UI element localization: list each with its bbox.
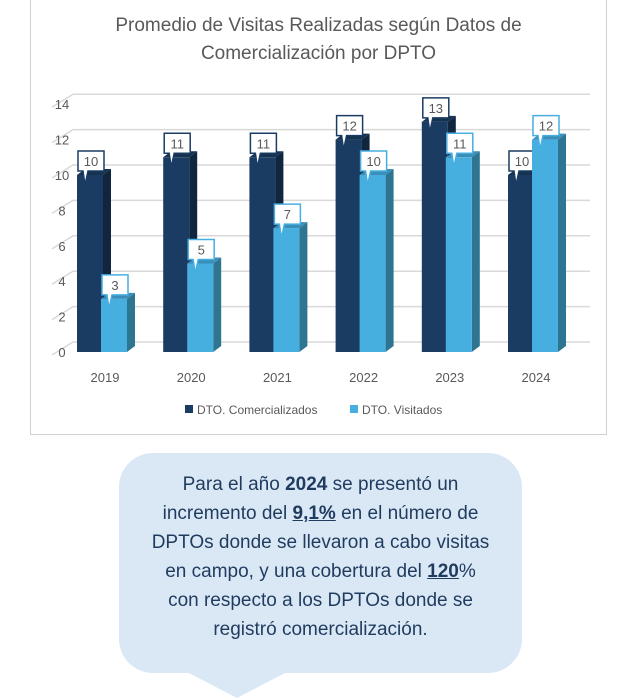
- data-label: 11: [453, 136, 467, 151]
- callout-segment: en campo, y una cobertura del: [165, 561, 428, 582]
- y-tick-label: 4: [58, 274, 65, 289]
- callout-segment: con respecto a los DPTOs donde se: [168, 590, 473, 611]
- bar-side: [558, 133, 566, 352]
- callout-line: DPTOs donde se llevaron a cabo visitas: [130, 528, 511, 557]
- callout-segment: en el número de: [335, 503, 479, 524]
- x-tick-label: 2024: [522, 370, 551, 385]
- data-label: 7: [284, 207, 291, 222]
- callout-line: incremento del 9,1% en el número de: [130, 499, 511, 528]
- data-label-box: [101, 274, 129, 310]
- y-tick-label: 8: [58, 203, 65, 218]
- callout-highlight: 9,1%: [292, 503, 336, 524]
- callout-line: en campo, y una cobertura del 120%: [130, 557, 511, 586]
- data-label-box: [187, 238, 215, 274]
- x-tick-label: 2021: [263, 370, 292, 385]
- data-label-box: [249, 132, 278, 168]
- bar-side: [471, 151, 480, 352]
- bar-comercializados-2021: [249, 157, 276, 352]
- gridline: [51, 270, 590, 285]
- gridline: [51, 235, 590, 250]
- bar-visitados-2022: [359, 175, 386, 352]
- bar-visitados-2020: [187, 263, 214, 352]
- callout-text: Para el año 2024 se presentó un increment…: [130, 470, 511, 644]
- callout-segment: Para el año: [182, 474, 286, 495]
- x-tick-label: 2023: [435, 370, 464, 385]
- callout-tail: [187, 672, 287, 698]
- data-label: 11: [170, 136, 184, 151]
- y-tick-label: 12: [55, 133, 69, 148]
- data-label: 5: [198, 243, 205, 258]
- x-tick-label: 2019: [91, 370, 120, 385]
- y-tick-label: 10: [55, 168, 69, 183]
- x-tick-label: 2020: [177, 370, 206, 385]
- bar-comercializados-2020: [163, 157, 190, 352]
- gridline: [51, 341, 590, 356]
- data-label: 10: [366, 154, 380, 169]
- legend-label: DTO. Visitados: [362, 403, 442, 417]
- callout-segment: incremento del: [162, 503, 293, 524]
- callout-segment: registró comercialización.: [213, 619, 428, 640]
- gridline: [51, 305, 590, 321]
- gridline: [51, 199, 590, 215]
- callout-segment: se presentó un: [327, 474, 459, 495]
- callout-segment: %: [458, 561, 476, 582]
- data-label-box: [77, 150, 105, 186]
- bar-comercializados-2022: [335, 139, 362, 352]
- legend-label: DTO. Comercializados: [197, 403, 317, 417]
- bar-chart: 0 2 4 6 8 10 12 14 2019 2020 2021 2022 2023 2024 10 11 1…: [51, 93, 590, 417]
- data-label-box: [335, 114, 364, 150]
- callout-line: con respecto a los DPTOs donde se: [130, 586, 511, 615]
- data-label-box: [532, 114, 560, 150]
- callout-highlight: 2024: [285, 474, 328, 495]
- bar-side: [127, 292, 135, 352]
- y-tick-label: 2: [58, 310, 65, 325]
- data-label: 10: [84, 154, 98, 169]
- callout-bubble: [119, 453, 522, 673]
- y-tick-label: 0: [58, 345, 65, 360]
- data-label: 3: [111, 278, 118, 293]
- gridline: [51, 93, 590, 108]
- bar-side: [299, 222, 308, 352]
- bar-visitados-2024: [532, 139, 558, 352]
- bar-visitados-2023: [445, 157, 472, 352]
- data-label-box: [422, 97, 450, 133]
- callout-line: registró comercialización.: [130, 615, 511, 644]
- chart-title-line-2: Comercialización por DPTO: [200, 43, 437, 64]
- bar-visitados-2021: [273, 228, 300, 352]
- x-tick-label: 2022: [349, 370, 378, 385]
- callout-segment: DPTOs donde se llevaron a cabo visitas: [151, 532, 490, 553]
- bar-comercializados-2019: [77, 175, 103, 352]
- data-label-box: [163, 132, 191, 168]
- bar-comercializados-2024: [508, 175, 534, 352]
- chart-title-line-1: Promedio de Visitas Realizadas según Dat…: [115, 15, 522, 36]
- data-label-box: [359, 150, 388, 186]
- gridline: [51, 164, 590, 179]
- data-label: 12: [539, 119, 553, 134]
- bar-visitados-2019: [101, 298, 127, 352]
- gridline: [51, 128, 590, 144]
- legend-swatch: [185, 405, 193, 413]
- data-label-box: [273, 203, 302, 239]
- data-label: 10: [515, 154, 529, 169]
- data-label: 13: [429, 101, 443, 116]
- data-label: 11: [257, 136, 271, 151]
- y-tick-label: 14: [55, 97, 69, 112]
- data-label: 12: [342, 119, 356, 134]
- bar-side: [213, 257, 222, 352]
- legend-swatch: [350, 405, 358, 413]
- bar-side: [385, 169, 394, 352]
- chart-frame: [30, 0, 607, 435]
- data-label-box: [446, 132, 474, 168]
- callout-line: Para el año 2024 se presentó un: [130, 470, 511, 499]
- y-tick-label: 6: [58, 239, 65, 254]
- callout-highlight: 120: [427, 561, 459, 582]
- bar-comercializados-2023: [421, 121, 448, 353]
